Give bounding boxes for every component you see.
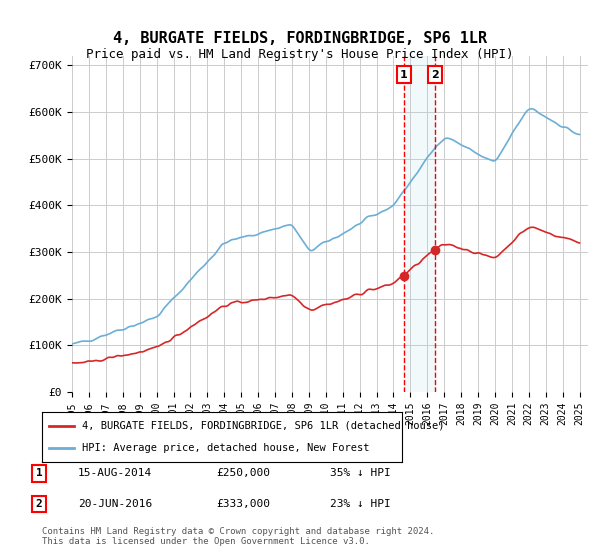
Text: HPI: Average price, detached house, New Forest: HPI: Average price, detached house, New …	[82, 443, 369, 453]
Text: £333,000: £333,000	[216, 499, 270, 509]
Text: Contains HM Land Registry data © Crown copyright and database right 2024.
This d: Contains HM Land Registry data © Crown c…	[42, 526, 434, 546]
Bar	[404, 56, 435, 392]
Text: £250,000: £250,000	[216, 468, 270, 478]
Text: 20-JUN-2016: 20-JUN-2016	[78, 499, 152, 509]
Text: 4, BURGATE FIELDS, FORDINGBRIDGE, SP6 1LR (detached house): 4, BURGATE FIELDS, FORDINGBRIDGE, SP6 1L…	[82, 421, 444, 431]
Text: 35% ↓ HPI: 35% ↓ HPI	[330, 468, 391, 478]
Text: 1: 1	[400, 69, 408, 80]
Text: 2: 2	[35, 499, 43, 509]
Text: 23% ↓ HPI: 23% ↓ HPI	[330, 499, 391, 509]
Text: 15-AUG-2014: 15-AUG-2014	[78, 468, 152, 478]
Text: 1: 1	[35, 468, 43, 478]
Text: 2: 2	[431, 69, 439, 80]
Text: 4, BURGATE FIELDS, FORDINGBRIDGE, SP6 1LR: 4, BURGATE FIELDS, FORDINGBRIDGE, SP6 1L…	[113, 31, 487, 46]
Text: Price paid vs. HM Land Registry's House Price Index (HPI): Price paid vs. HM Land Registry's House …	[86, 48, 514, 60]
